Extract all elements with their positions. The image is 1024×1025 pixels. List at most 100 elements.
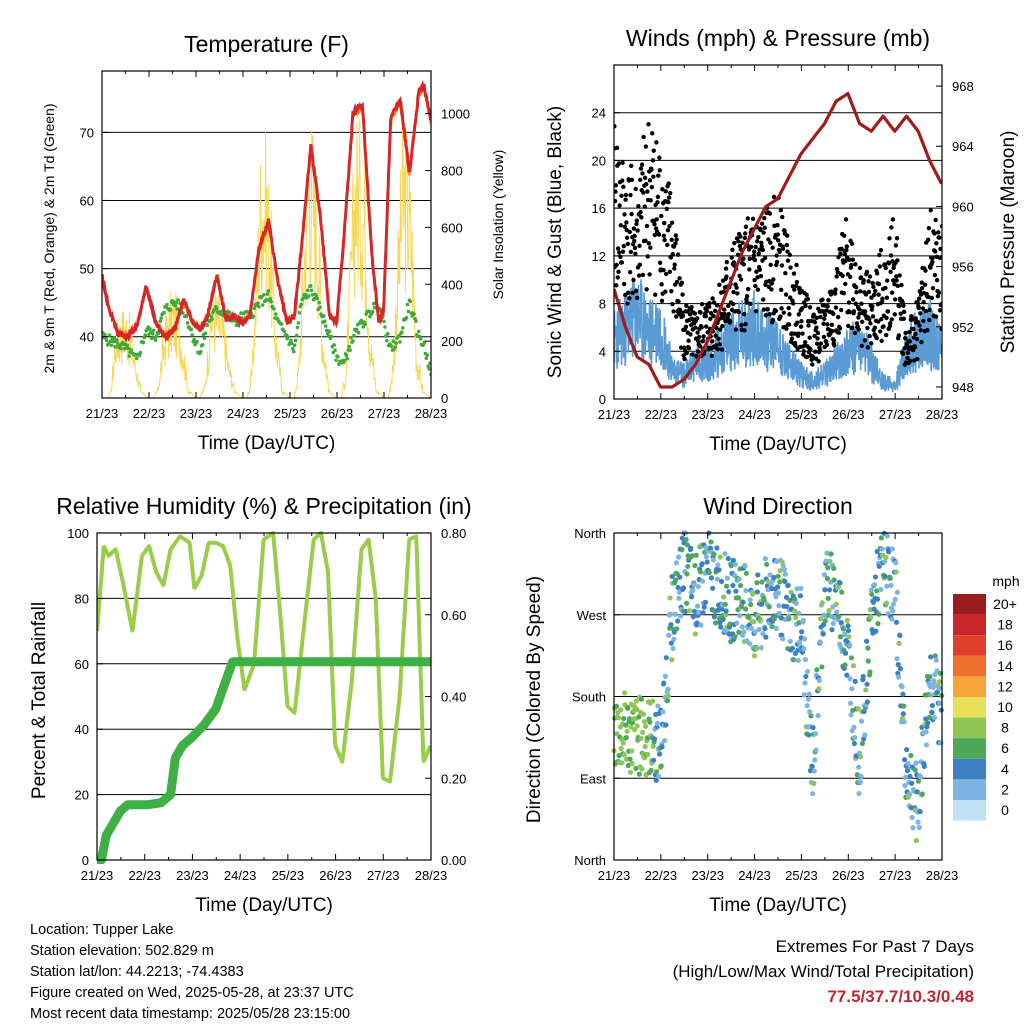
direction-point [785,582,791,588]
direction-point [872,581,878,588]
temperature-point-dewpoint [418,336,423,341]
direction-point [875,621,881,627]
direction-point [736,576,742,582]
winds-y2tick-label: 968 [952,79,974,94]
winds-point-gust [871,292,877,298]
temperature-point-dewpoint [385,339,389,343]
winds-point-gust [892,282,897,287]
winds-point-gust [925,237,931,243]
winds-point-gust [759,240,764,245]
winds-point-gust [933,314,939,319]
winds-point-gust [778,314,783,319]
winds-point-gust [896,333,902,338]
direction-point [710,585,716,591]
direction-point [824,575,830,582]
temperature-point-dewpoint [210,317,214,321]
legend-swatch [953,655,986,677]
direction-point [751,653,758,659]
humidity-ytick-label: 80 [75,591,89,606]
direction-panel: 21/23 22/23 23/23 24/23 25/23 26/23 27/23 28/23… [524,493,958,916]
extremes-subtitle: (High/Low/Max Wind/Total Precipitation) [672,962,974,981]
direction-point [837,634,844,640]
winds-point-gust [794,279,800,285]
winds-point-gust [901,316,906,321]
direction-point [613,703,620,709]
temperature-point-dewpoint [214,306,219,311]
winds-point-gust [778,208,784,213]
direction-point [618,745,624,751]
winds-point-gust [733,327,739,332]
temperature-point-dewpoint [116,342,120,346]
humidity-y2tick-label: 0.00 [441,853,466,868]
winds-point-gust [816,359,821,364]
direction-point [831,577,837,583]
direction-legend: mph 20+ 18 16 14 12 10 8 6 4 2 0 [953,573,1020,821]
temperature-point-dewpoint [385,332,390,336]
legend-swatch [953,614,986,636]
direction-point [816,677,822,684]
direction-point [788,589,794,595]
direction-point [827,558,833,564]
direction-point [830,620,836,627]
info-created: Figure created on Wed, 2025-05-28, at 23… [30,985,354,1001]
winds-point-gust [815,336,820,341]
direction-point [781,566,787,573]
direction-point [860,673,866,680]
direction-ytick-label: West [577,608,607,623]
winds-point-gust [901,303,906,309]
direction-point [759,579,765,585]
direction-xlabel: Time (Day/UTC) [709,895,847,916]
direction-point [869,591,875,597]
winds-point-gust [748,244,754,250]
winds-point-gust [842,251,848,257]
temperature-point-dewpoint [414,319,418,323]
temperature-point-dewpoint [293,338,298,343]
winds-point-gust [672,262,677,267]
temperature-point-dewpoint [372,305,377,310]
direction-point [748,601,754,608]
winds-point-gust [897,273,902,278]
direction-point [775,573,781,579]
temperature-point-dewpoint [299,302,304,307]
winds-point-gust [859,343,864,348]
direction-point [802,656,809,663]
direction-point [685,563,691,570]
direction-point [804,703,810,709]
direction-point [884,583,890,589]
winds-point-gust [645,254,650,259]
winds-point-gust [898,311,903,316]
winds-point-gust [671,309,676,314]
direction-point [735,595,742,601]
direction-point [812,731,819,737]
winds-point-gust [670,252,676,257]
winds-point-gust [881,324,886,329]
direction-point [895,661,901,668]
winds-point-gust [638,166,644,171]
direction-point [813,747,819,753]
winds-point-gust [753,283,758,289]
temperature-point-dewpoint [239,311,243,315]
legend-swatch [953,779,986,800]
temperature-point-dewpoint [400,330,404,334]
winds-point-gust [913,331,918,337]
direction-point [811,768,817,774]
temperature-point-dewpoint [322,314,326,318]
direction-point [650,698,656,704]
temperature-point-dewpoint [266,289,271,293]
winds-point-gust [886,261,892,266]
direction-point [653,769,660,775]
winds-point-gust [714,303,720,308]
winds-point-gust [781,310,787,315]
direction-point [642,743,648,750]
direction-point [732,561,739,567]
winds-point-gust [905,350,911,355]
direction-point [717,619,723,626]
direction-point [739,624,745,630]
temperature-point-dewpoint [310,293,315,297]
direction-point [931,680,937,686]
winds-point-gust [790,301,796,306]
direction-point [692,562,698,569]
direction-point [910,825,916,831]
direction-point [923,729,929,735]
direction-point [850,663,857,669]
